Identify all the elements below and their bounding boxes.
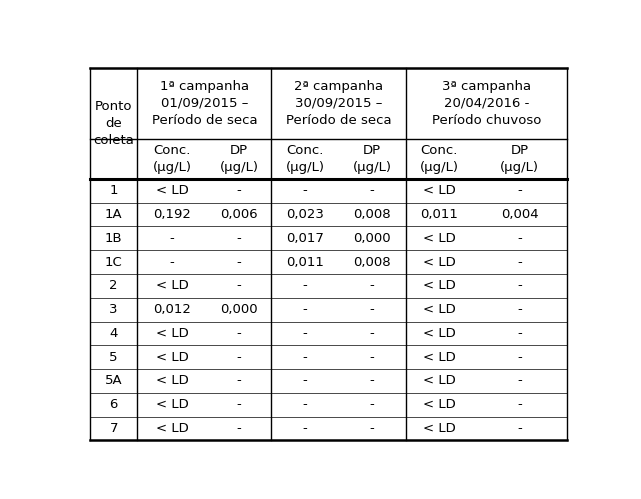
Text: 5: 5 (110, 351, 118, 364)
Text: 1B: 1B (105, 232, 122, 245)
Text: -: - (370, 398, 374, 411)
Text: -: - (170, 232, 174, 245)
Text: -: - (517, 422, 522, 435)
Text: -: - (517, 255, 522, 268)
Text: < LD: < LD (422, 255, 455, 268)
Text: -: - (517, 327, 522, 340)
Text: -: - (303, 398, 307, 411)
Text: < LD: < LD (422, 303, 455, 316)
Text: -: - (517, 351, 522, 364)
Text: 0,008: 0,008 (353, 208, 391, 221)
Text: -: - (370, 303, 374, 316)
Text: 0,006: 0,006 (221, 208, 258, 221)
Text: Conc.
(μg/L): Conc. (μg/L) (285, 144, 324, 174)
Text: -: - (517, 184, 522, 198)
Text: 3: 3 (110, 303, 118, 316)
Text: -: - (303, 279, 307, 292)
Text: 0,000: 0,000 (221, 303, 258, 316)
Text: 0,008: 0,008 (353, 255, 391, 268)
Text: DP
(μg/L): DP (μg/L) (500, 144, 539, 174)
Text: 0,012: 0,012 (153, 303, 191, 316)
Text: -: - (370, 351, 374, 364)
Text: -: - (517, 303, 522, 316)
Text: < LD: < LD (422, 327, 455, 340)
Text: -: - (303, 351, 307, 364)
Text: 1C: 1C (104, 255, 122, 268)
Text: -: - (517, 398, 522, 411)
Text: Conc.
(μg/L): Conc. (μg/L) (153, 144, 192, 174)
Text: 0,000: 0,000 (353, 232, 391, 245)
Text: 7: 7 (110, 422, 118, 435)
Text: -: - (517, 232, 522, 245)
Text: < LD: < LD (422, 232, 455, 245)
Text: < LD: < LD (156, 279, 188, 292)
Text: -: - (370, 327, 374, 340)
Text: < LD: < LD (422, 184, 455, 198)
Text: 0,011: 0,011 (286, 255, 324, 268)
Text: -: - (517, 279, 522, 292)
Text: < LD: < LD (156, 184, 188, 198)
Text: 2: 2 (110, 279, 118, 292)
Text: -: - (237, 232, 242, 245)
Text: < LD: < LD (422, 279, 455, 292)
Text: 0,017: 0,017 (286, 232, 324, 245)
Text: 4: 4 (110, 327, 118, 340)
Text: 1A: 1A (105, 208, 122, 221)
Text: -: - (303, 422, 307, 435)
Text: 0,192: 0,192 (153, 208, 191, 221)
Text: 1: 1 (110, 184, 118, 198)
Text: DP
(μg/L): DP (μg/L) (353, 144, 392, 174)
Text: -: - (237, 422, 242, 435)
Text: < LD: < LD (422, 351, 455, 364)
Text: < LD: < LD (422, 422, 455, 435)
Text: -: - (237, 279, 242, 292)
Text: 0,023: 0,023 (286, 208, 324, 221)
Text: -: - (237, 255, 242, 268)
Text: -: - (237, 184, 242, 198)
Text: 0,004: 0,004 (501, 208, 538, 221)
Text: 2ª campanha
30/09/2015 –
Período de seca: 2ª campanha 30/09/2015 – Período de seca (286, 80, 391, 127)
Text: -: - (370, 374, 374, 387)
Text: -: - (370, 422, 374, 435)
Text: < LD: < LD (156, 422, 188, 435)
Text: -: - (237, 374, 242, 387)
Text: 1ª campanha
01/09/2015 –
Período de seca: 1ª campanha 01/09/2015 – Período de seca (151, 80, 257, 127)
Text: -: - (170, 255, 174, 268)
Text: -: - (237, 351, 242, 364)
Text: -: - (303, 374, 307, 387)
Text: -: - (303, 303, 307, 316)
Text: -: - (303, 184, 307, 198)
Text: < LD: < LD (422, 374, 455, 387)
Text: < LD: < LD (156, 327, 188, 340)
Text: 0,011: 0,011 (420, 208, 458, 221)
Text: 5A: 5A (105, 374, 122, 387)
Text: -: - (237, 327, 242, 340)
Text: < LD: < LD (156, 374, 188, 387)
Text: < LD: < LD (156, 398, 188, 411)
Text: -: - (303, 327, 307, 340)
Text: 3ª campanha
20/04/2016 -
Período chuvoso: 3ª campanha 20/04/2016 - Período chuvoso (431, 80, 541, 127)
Text: Ponto
de
coleta: Ponto de coleta (93, 100, 134, 147)
Text: -: - (370, 184, 374, 198)
Text: -: - (237, 398, 242, 411)
Text: -: - (517, 374, 522, 387)
Text: -: - (370, 279, 374, 292)
Text: Conc.
(μg/L): Conc. (μg/L) (420, 144, 458, 174)
Text: < LD: < LD (156, 351, 188, 364)
Text: DP
(μg/L): DP (μg/L) (220, 144, 258, 174)
Text: 6: 6 (110, 398, 118, 411)
Text: < LD: < LD (422, 398, 455, 411)
